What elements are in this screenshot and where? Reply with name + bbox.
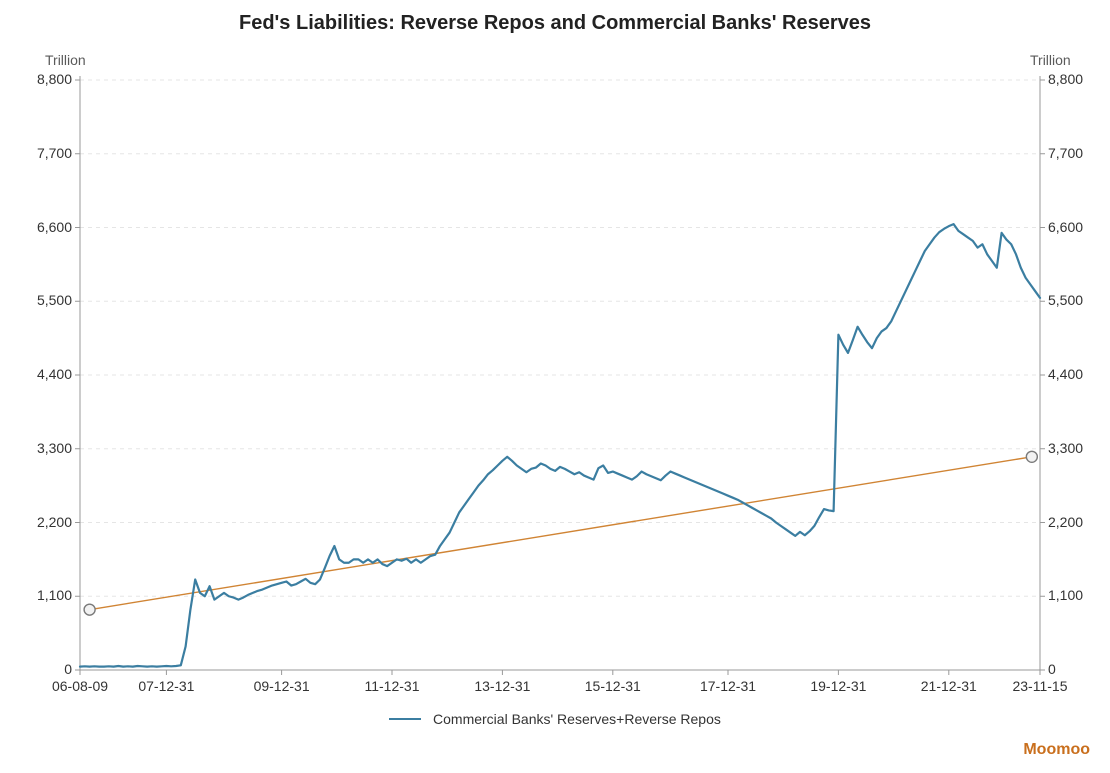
y-tick-label-left: 1,100	[16, 587, 72, 603]
x-tick-label: 07-12-31	[126, 678, 206, 694]
x-tick-label: 17-12-31	[688, 678, 768, 694]
y-tick-label-left: 5,500	[16, 292, 72, 308]
y-tick-label-right: 6,600	[1048, 219, 1083, 235]
y-tick-label-right: 1,100	[1048, 587, 1083, 603]
x-tick-label: 11-12-31	[352, 678, 432, 694]
legend-swatch	[389, 718, 421, 720]
y-tick-label-left: 7,700	[16, 145, 72, 161]
y-tick-label-left: 2,200	[16, 514, 72, 530]
y-tick-label-right: 4,400	[1048, 366, 1083, 382]
y-tick-label-left: 8,800	[16, 71, 72, 87]
x-tick-label: 19-12-31	[798, 678, 878, 694]
x-tick-label: 13-12-31	[462, 678, 542, 694]
watermark-moomoo: Moomoo	[1023, 741, 1090, 759]
y-tick-label-left: 3,300	[16, 440, 72, 456]
y-tick-label-right: 5,500	[1048, 292, 1083, 308]
x-tick-label: 06-08-09	[40, 678, 120, 694]
x-tick-label: 09-12-31	[242, 678, 322, 694]
y-tick-label-left: 0	[16, 661, 72, 677]
y-tick-label-right: 3,300	[1048, 440, 1083, 456]
y-tick-label-right: 7,700	[1048, 145, 1083, 161]
y-tick-label-left: 4,400	[16, 366, 72, 382]
chart-plot-area	[0, 0, 1110, 773]
x-tick-label: 23-11-15	[1000, 678, 1080, 694]
chart-legend: Commercial Banks' Reserves+Reverse Repos	[0, 710, 1110, 727]
y-tick-label-right: 2,200	[1048, 514, 1083, 530]
legend-label: Commercial Banks' Reserves+Reverse Repos	[433, 711, 721, 727]
x-tick-label: 21-12-31	[909, 678, 989, 694]
y-tick-label-right: 8,800	[1048, 71, 1083, 87]
y-tick-label-right: 0	[1048, 661, 1056, 677]
y-tick-label-left: 6,600	[16, 219, 72, 235]
x-tick-label: 15-12-31	[573, 678, 653, 694]
